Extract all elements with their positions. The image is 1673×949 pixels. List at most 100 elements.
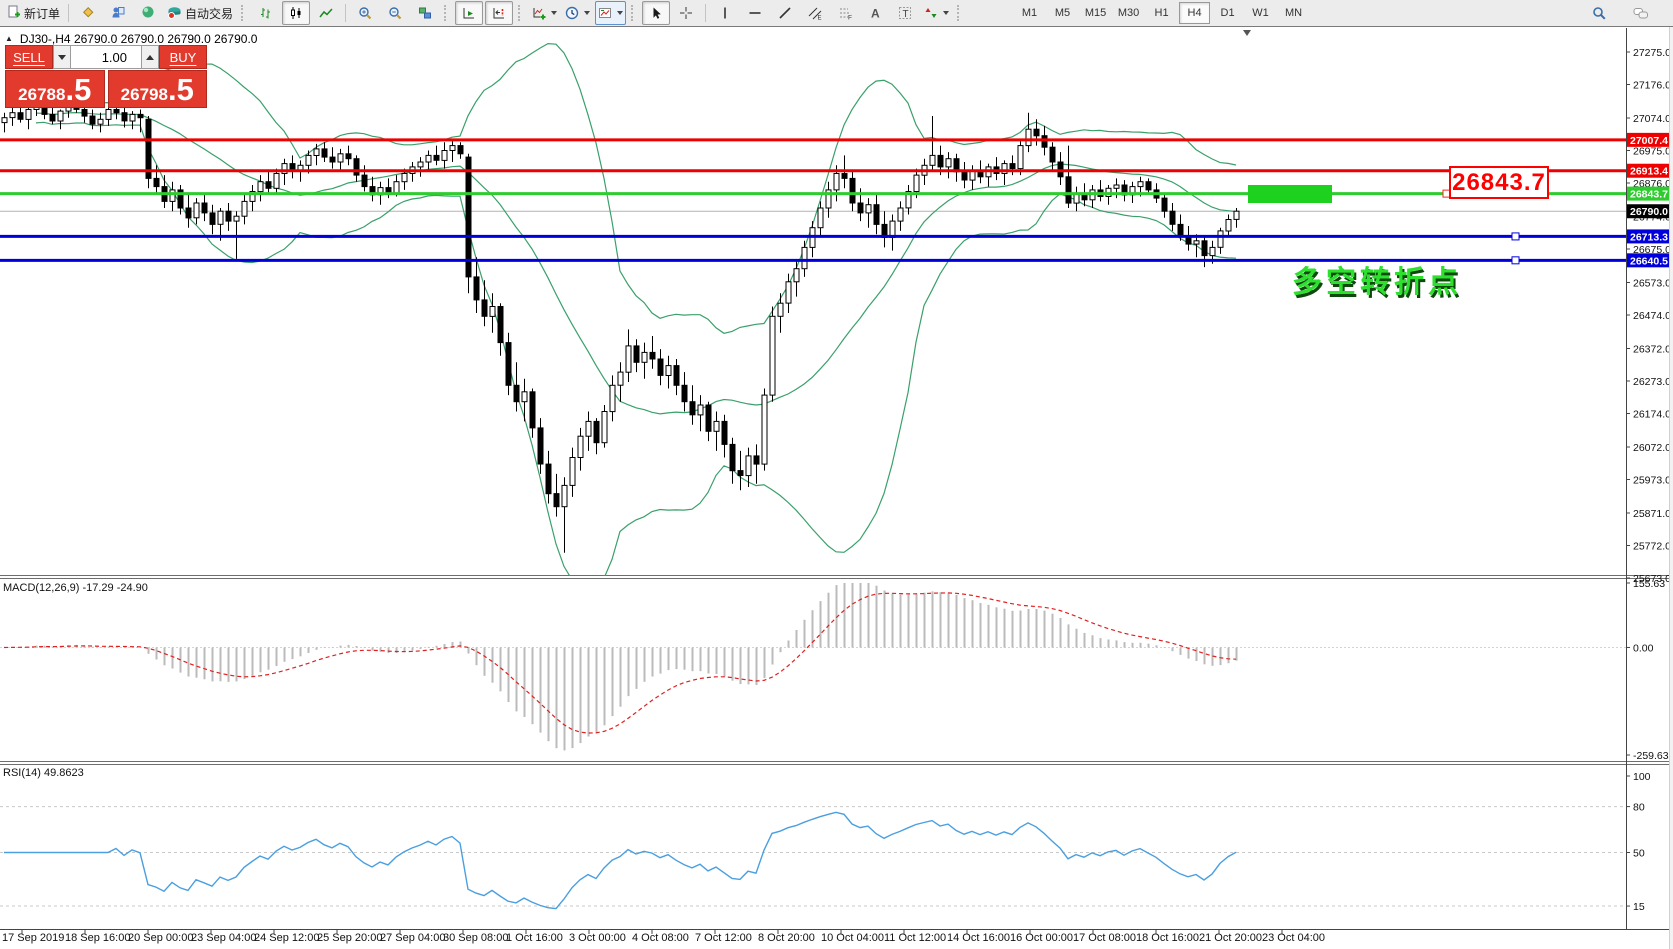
indicators-button[interactable]	[529, 1, 560, 25]
macd-histogram	[11, 583, 1238, 751]
text-button[interactable]: A	[861, 1, 889, 25]
trendline-icon	[779, 7, 791, 19]
crosshair-button[interactable]	[672, 1, 700, 25]
auto-scroll-button[interactable]	[455, 1, 484, 25]
templates-button[interactable]	[595, 1, 627, 25]
chart-shift-icon	[493, 8, 505, 19]
window-right-strip	[1669, 27, 1673, 949]
cursor-button[interactable]	[642, 1, 671, 25]
text-label-button[interactable]: T	[891, 1, 919, 25]
dropdown-caret-icon	[943, 11, 950, 15]
svg-text:15: 15	[1633, 901, 1645, 913]
zoom-in-button[interactable]	[351, 1, 379, 25]
buy-price-main: 26798	[120, 85, 168, 104]
timeframe-D1[interactable]: D1	[1220, 7, 1235, 19]
svg-text:26474.0: 26474.0	[1633, 310, 1671, 322]
shift-marker-icon	[1243, 30, 1251, 36]
crosshair-icon	[680, 7, 693, 19]
bar-chart-button[interactable]	[252, 1, 280, 25]
search-button[interactable]	[1585, 1, 1613, 25]
chart-shift-button[interactable]	[485, 1, 514, 25]
svg-text:3 Oct 00:00: 3 Oct 00:00	[569, 932, 626, 944]
line-chart-button[interactable]	[312, 1, 340, 25]
svg-text:18 Sep 16:00: 18 Sep 16:00	[65, 932, 130, 944]
chat-icon	[1633, 8, 1648, 19]
trendline-button[interactable]	[771, 1, 799, 25]
fibonacci-button[interactable]: F	[831, 1, 859, 25]
timeframe-H1[interactable]: H1	[1154, 7, 1169, 19]
sell-price-box[interactable]: 26788.5	[5, 70, 105, 108]
tile-windows-button[interactable]	[411, 1, 439, 25]
volume-input[interactable]	[71, 45, 141, 69]
data-window-button[interactable]	[104, 1, 132, 25]
dropdown-caret-icon	[617, 11, 624, 15]
svg-text:17 Oct 08:00: 17 Oct 08:00	[1073, 932, 1136, 944]
channel-icon: E	[808, 7, 821, 21]
svg-text:26072.0: 26072.0	[1633, 442, 1671, 454]
equidistant-channel-button[interactable]: E	[801, 1, 829, 25]
timeframe-M15[interactable]: M15	[1084, 7, 1107, 19]
trade-panel-price-row: 26788.5 26798.5	[5, 70, 207, 108]
toolbar-drag-handle	[518, 5, 524, 21]
timeframe-M1[interactable]: M1	[1021, 7, 1038, 19]
svg-text:26273.0: 26273.0	[1633, 376, 1671, 388]
svg-text:27176.0: 27176.0	[1633, 80, 1671, 92]
chat-button[interactable]	[1627, 1, 1655, 25]
line-chart-icon	[319, 8, 333, 18]
toolbar-drag-handle	[957, 5, 963, 21]
market-watch-button[interactable]	[74, 1, 102, 25]
volume-up-button[interactable]	[141, 45, 159, 69]
svg-text:30 Sep 08:00: 30 Sep 08:00	[443, 932, 508, 944]
volume-down-button[interactable]	[53, 45, 71, 69]
svg-text:26913.4: 26913.4	[1630, 166, 1668, 178]
arrows-button[interactable]	[921, 1, 952, 25]
zoom-out-button[interactable]	[381, 1, 409, 25]
buy-price-frac: .5	[167, 72, 194, 107]
vertical-line-button[interactable]	[711, 1, 739, 25]
svg-text:23 Sep 04:00: 23 Sep 04:00	[191, 932, 256, 944]
buy-button[interactable]: BUY	[159, 45, 207, 69]
autotrading-icon	[167, 5, 182, 22]
trade-panel-top-row: SELL BUY	[5, 45, 207, 69]
timeframe-M30[interactable]: M30	[1117, 7, 1140, 19]
timeframe-MN[interactable]: MN	[1284, 7, 1303, 19]
timeframe-H4[interactable]: H4	[1179, 2, 1211, 24]
zoom-out-icon	[389, 7, 402, 20]
chinese-annotation[interactable]: 多空转折点	[1292, 266, 1462, 299]
autotrading-label: 自动交易	[185, 6, 234, 21]
horizontal-line-button[interactable]	[741, 1, 769, 25]
svg-text:E: E	[817, 16, 821, 21]
svg-text:10 Oct 04:00: 10 Oct 04:00	[821, 932, 884, 944]
svg-text:23 Oct 04:00: 23 Oct 04:00	[1262, 932, 1325, 944]
text-a-icon: A	[871, 7, 880, 21]
fibonacci-icon: F	[839, 8, 852, 20]
navigator-button[interactable]	[134, 1, 162, 25]
svg-text:A: A	[871, 7, 880, 21]
toolbar-separator	[705, 4, 707, 22]
autotrading-button[interactable]: 自动交易	[164, 1, 236, 25]
svg-text:24 Sep 12:00: 24 Sep 12:00	[254, 932, 319, 944]
gold-diamond-icon	[81, 5, 95, 22]
new-order-button[interactable]: 新订单	[4, 1, 63, 25]
svg-text:27275.0: 27275.0	[1633, 47, 1671, 59]
timeframe-M5[interactable]: M5	[1054, 7, 1071, 19]
svg-text:T: T	[903, 9, 909, 20]
svg-text:1 Oct 16:00: 1 Oct 16:00	[506, 932, 563, 944]
new-order-label: 新订单	[24, 6, 61, 21]
svg-text:25673.0: 25673.0	[1633, 573, 1671, 585]
indicators-icon	[533, 8, 546, 20]
timeframe-W1[interactable]: W1	[1252, 7, 1269, 19]
auto-scroll-icon	[463, 8, 475, 19]
periods-button[interactable]	[562, 1, 593, 25]
svg-text:26573.0: 26573.0	[1633, 277, 1671, 289]
buy-price-box[interactable]: 26798.5	[107, 70, 207, 108]
sell-price-frac: .5	[65, 72, 92, 107]
sell-button[interactable]: SELL	[5, 45, 53, 69]
svg-text:17 Sep 2019: 17 Sep 2019	[2, 932, 64, 944]
collapse-chart-icon[interactable]: ▲	[5, 33, 13, 43]
one-click-trading-panel: SELL BUY 26788.5 26798.5	[5, 45, 207, 108]
price-callout-box[interactable]: 26843.7	[1449, 166, 1549, 199]
rsi-line	[4, 811, 1237, 910]
candlestick-chart-button[interactable]	[282, 1, 311, 25]
